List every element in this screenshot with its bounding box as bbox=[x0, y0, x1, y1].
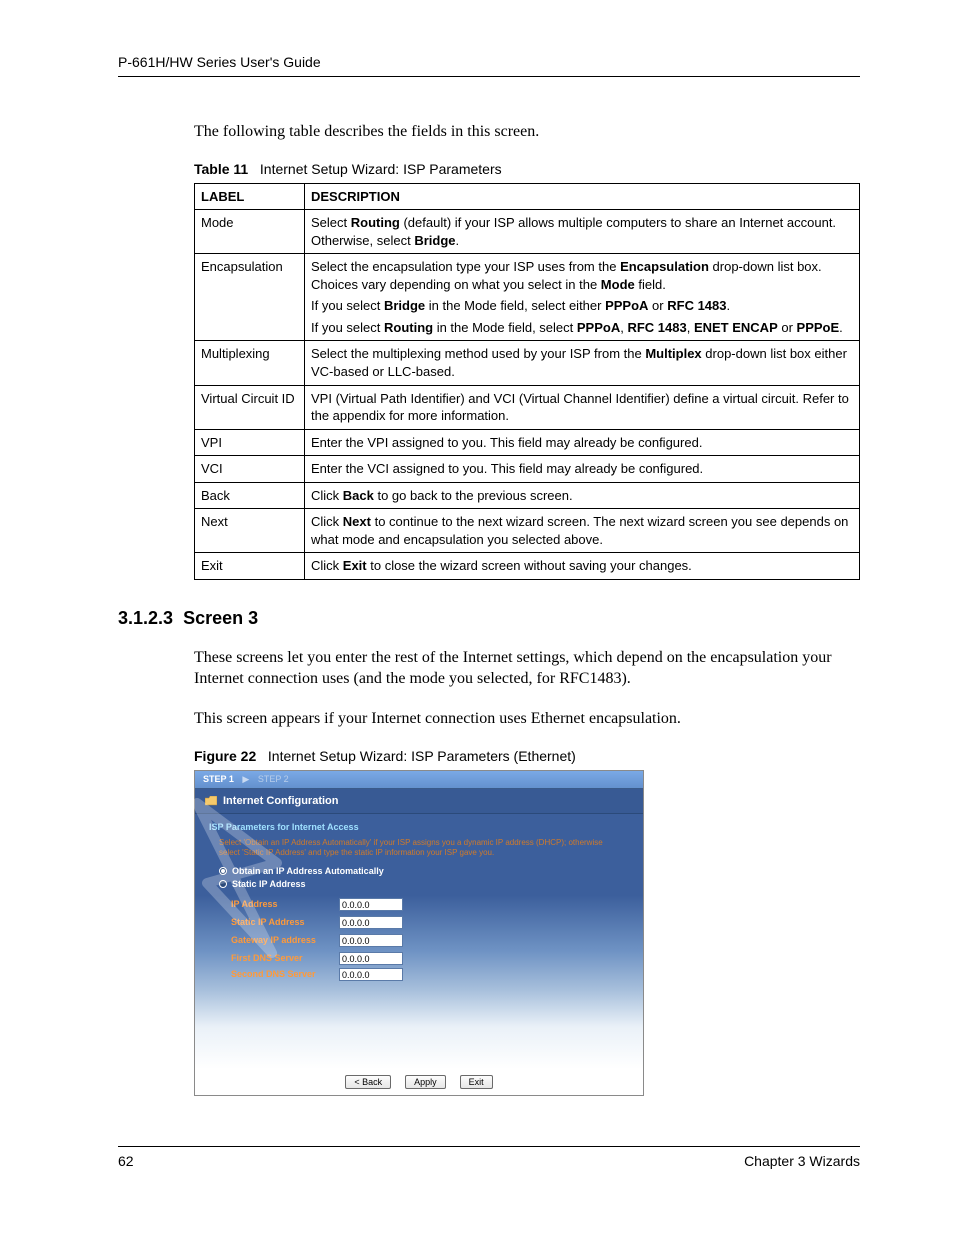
wizard-step-separator: ▶ bbox=[242, 774, 249, 784]
wizard-step-1: STEP 1 bbox=[203, 774, 234, 784]
radio-obtain-auto-label: Obtain an IP Address Automatically bbox=[232, 866, 384, 876]
wizard-field-label: Gateway IP address bbox=[231, 935, 339, 945]
table-row: VPIEnter the VPI assigned to you. This f… bbox=[195, 429, 860, 456]
table-cell-label: Exit bbox=[195, 553, 305, 580]
figure-caption: Figure 22 Internet Setup Wizard: ISP Par… bbox=[194, 748, 860, 764]
page-number: 62 bbox=[118, 1153, 134, 1169]
table-header-description: DESCRIPTION bbox=[305, 183, 860, 210]
table-cell-label: Encapsulation bbox=[195, 254, 305, 341]
folder-icon bbox=[205, 796, 217, 806]
wizard-field-row: Static IP Address0.0.0.0 bbox=[231, 916, 625, 929]
table-cell-label: Back bbox=[195, 482, 305, 509]
table-cell-description: Select the encapsulation type your ISP u… bbox=[305, 254, 860, 341]
radio-static-ip[interactable] bbox=[219, 880, 227, 888]
wizard-field-input[interactable]: 0.0.0.0 bbox=[339, 968, 403, 981]
table-cell-description: Click Exit to close the wizard screen wi… bbox=[305, 553, 860, 580]
figure-caption-label: Figure 22 bbox=[194, 748, 256, 764]
wizard-field-label: Second DNS Server bbox=[231, 969, 339, 979]
apply-button[interactable]: Apply bbox=[405, 1075, 446, 1089]
wizard-footer: < Back Apply Exit bbox=[195, 1069, 643, 1095]
wizard-field-label: IP Address bbox=[231, 899, 339, 909]
wizard-title-text: Internet Configuration bbox=[223, 795, 339, 807]
wizard-field-row: Gateway IP address0.0.0.0 bbox=[231, 934, 625, 947]
table-row: NextClick Next to continue to the next w… bbox=[195, 509, 860, 553]
table-row: MultiplexingSelect the multiplexing meth… bbox=[195, 341, 860, 385]
table-row: VCIEnter the VCI assigned to you. This f… bbox=[195, 456, 860, 483]
table-caption: Table 11 Internet Setup Wizard: ISP Para… bbox=[194, 161, 860, 177]
table-header-label: LABEL bbox=[195, 183, 305, 210]
wizard-field-row: Second DNS Server0.0.0.0 bbox=[231, 968, 625, 981]
wizard-field-label: Static IP Address bbox=[231, 917, 339, 927]
page-footer: 62 Chapter 3 Wizards bbox=[118, 1146, 860, 1169]
section-paragraph-2: This screen appears if your Internet con… bbox=[194, 708, 860, 730]
wizard-screenshot: STEP 1 ▶ STEP 2 Internet Configuration I… bbox=[194, 770, 644, 1096]
table-row: Virtual Circuit IDVPI (Virtual Path Iden… bbox=[195, 385, 860, 429]
wizard-field-row: First DNS Server0.0.0.0 bbox=[231, 952, 625, 965]
table-caption-label: Table 11 bbox=[194, 161, 248, 177]
radio-static-ip-label: Static IP Address bbox=[232, 879, 306, 889]
table-cell-label: Multiplexing bbox=[195, 341, 305, 385]
exit-button[interactable]: Exit bbox=[460, 1075, 493, 1089]
parameters-table: LABEL DESCRIPTION ModeSelect Routing (de… bbox=[194, 183, 860, 580]
running-header: P-661H/HW Series User's Guide bbox=[118, 54, 860, 77]
intro-paragraph: The following table describes the fields… bbox=[194, 121, 860, 143]
table-cell-description: Click Next to continue to the next wizar… bbox=[305, 509, 860, 553]
wizard-title-bar: Internet Configuration bbox=[195, 789, 643, 814]
table-cell-label: Virtual Circuit ID bbox=[195, 385, 305, 429]
back-button[interactable]: < Back bbox=[345, 1075, 391, 1089]
table-cell-description: Select the multiplexing method used by y… bbox=[305, 341, 860, 385]
section-title: Screen 3 bbox=[183, 608, 258, 628]
wizard-field-label: First DNS Server bbox=[231, 953, 339, 963]
table-cell-label: Mode bbox=[195, 210, 305, 254]
table-cell-label: VPI bbox=[195, 429, 305, 456]
section-heading: 3.1.2.3 Screen 3 bbox=[118, 608, 860, 629]
table-cell-label: VCI bbox=[195, 456, 305, 483]
table-cell-label: Next bbox=[195, 509, 305, 553]
wizard-section-title: ISP Parameters for Internet Access bbox=[195, 814, 643, 836]
chapter-label: Chapter 3 Wizards bbox=[744, 1153, 860, 1169]
radio-obtain-auto[interactable] bbox=[219, 867, 227, 875]
figure-caption-text: Internet Setup Wizard: ISP Parameters (E… bbox=[268, 748, 576, 764]
table-cell-description: Select Routing (default) if your ISP all… bbox=[305, 210, 860, 254]
table-cell-description: Enter the VCI assigned to you. This fiel… bbox=[305, 456, 860, 483]
wizard-field-input[interactable]: 0.0.0.0 bbox=[339, 916, 403, 929]
wizard-field-row: IP Address0.0.0.0 bbox=[231, 898, 625, 911]
wizard-field-input[interactable]: 0.0.0.0 bbox=[339, 952, 403, 965]
wizard-field-input[interactable]: 0.0.0.0 bbox=[339, 934, 403, 947]
section-number: 3.1.2.3 bbox=[118, 608, 173, 628]
wizard-steps-bar: STEP 1 ▶ STEP 2 bbox=[195, 771, 643, 789]
table-cell-description: Enter the VPI assigned to you. This fiel… bbox=[305, 429, 860, 456]
table-row: ExitClick Exit to close the wizard scree… bbox=[195, 553, 860, 580]
table-cell-description: Click Back to go back to the previous sc… bbox=[305, 482, 860, 509]
table-row: BackClick Back to go back to the previou… bbox=[195, 482, 860, 509]
table-caption-text: Internet Setup Wizard: ISP Parameters bbox=[260, 161, 502, 177]
wizard-field-input[interactable]: 0.0.0.0 bbox=[339, 898, 403, 911]
table-cell-description: VPI (Virtual Path Identifier) and VCI (V… bbox=[305, 385, 860, 429]
table-row: ModeSelect Routing (default) if your ISP… bbox=[195, 210, 860, 254]
section-paragraph-1: These screens let you enter the rest of … bbox=[194, 647, 860, 690]
wizard-step-2: STEP 2 bbox=[258, 774, 289, 784]
wizard-help-text: Select 'Obtain an IP Address Automatical… bbox=[195, 836, 643, 866]
table-row: EncapsulationSelect the encapsulation ty… bbox=[195, 254, 860, 341]
